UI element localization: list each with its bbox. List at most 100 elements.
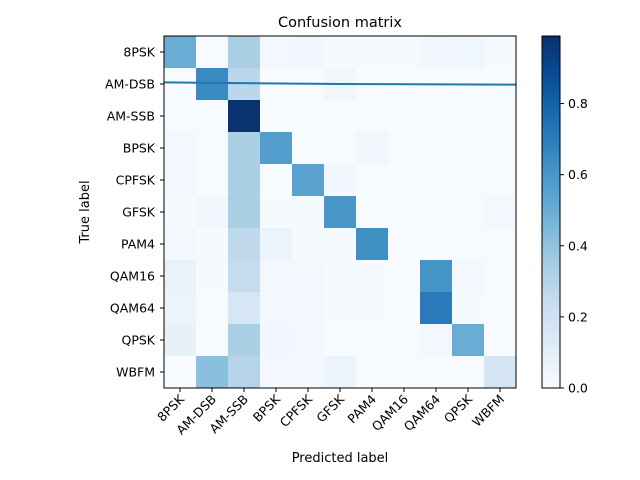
colorbar-tick-label: 0.0 bbox=[568, 381, 588, 396]
heatmap-cell bbox=[324, 292, 357, 325]
heatmap-cell bbox=[452, 132, 485, 165]
heatmap-cell bbox=[388, 132, 421, 165]
heatmap-cell bbox=[228, 324, 261, 357]
colorbar bbox=[541, 35, 561, 389]
chart-title: Confusion matrix bbox=[278, 15, 402, 31]
colorbar-tick-label: 0.6 bbox=[568, 167, 588, 182]
heatmap-cell bbox=[228, 68, 261, 101]
heatmap-cell bbox=[388, 100, 421, 133]
heatmap-cell bbox=[292, 132, 325, 165]
heatmap-cell bbox=[324, 36, 357, 69]
heatmap-cell bbox=[260, 100, 293, 133]
y-tick-label: QAM64 bbox=[110, 301, 155, 316]
heatmap-cell bbox=[452, 36, 485, 69]
y-tick-label: AM-SSB bbox=[107, 109, 155, 124]
heatmap-cell bbox=[356, 292, 389, 325]
y-tick-label: 8PSK bbox=[123, 45, 155, 60]
heatmap-cell bbox=[324, 228, 357, 261]
heatmap-cell bbox=[196, 292, 229, 325]
heatmap-cell bbox=[164, 164, 197, 197]
heatmap-cell bbox=[196, 68, 229, 101]
heatmap-cell bbox=[388, 292, 421, 325]
heatmap-cell bbox=[420, 164, 453, 197]
heatmap-cell bbox=[388, 228, 421, 261]
heatmap-cell bbox=[228, 36, 261, 69]
heatmap-cell bbox=[356, 324, 389, 357]
heatmap-cell bbox=[196, 196, 229, 229]
heatmap-cell bbox=[292, 228, 325, 261]
heatmap-cell bbox=[388, 196, 421, 229]
heatmap-cell bbox=[260, 164, 293, 197]
heatmap-cell bbox=[388, 356, 421, 389]
y-tick-labels: 8PSK AM-DSB AM-SSB BPSK CPFSK GFSK PAM4 QAM16 QA… bbox=[105, 45, 164, 380]
heatmap-cell bbox=[196, 260, 229, 293]
heatmap-cell bbox=[388, 260, 421, 293]
heatmap-cell bbox=[228, 292, 261, 325]
heatmap-cell bbox=[452, 260, 485, 293]
heatmap-cell bbox=[484, 36, 517, 69]
heatmap-cell bbox=[452, 196, 485, 229]
heatmap-cell bbox=[420, 36, 453, 69]
heatmap-cell bbox=[452, 356, 485, 389]
heatmap-cell bbox=[292, 164, 325, 197]
heatmap-cell bbox=[388, 324, 421, 357]
heatmap-cell bbox=[292, 100, 325, 133]
y-tick-label: CPFSK bbox=[116, 173, 156, 188]
heatmap-cell bbox=[228, 196, 261, 229]
heatmap-cell bbox=[196, 132, 229, 165]
heatmap-cell bbox=[324, 100, 357, 133]
heatmap-cell bbox=[356, 196, 389, 229]
heatmap-cell bbox=[196, 36, 229, 69]
heatmap-cell bbox=[324, 164, 357, 197]
heatmap-cell bbox=[420, 292, 453, 325]
heatmap-cell bbox=[356, 100, 389, 133]
heatmap-cell bbox=[484, 132, 517, 165]
heatmap-cell bbox=[228, 132, 261, 165]
heatmap-cell bbox=[260, 324, 293, 357]
heatmap-cell bbox=[260, 132, 293, 165]
x-tick-labels: 8PSKAM-DSBAM-SSBBPSKCPFSKGFSKPAM4QAM16QA… bbox=[154, 388, 507, 437]
y-tick-label: WBFM bbox=[116, 365, 155, 380]
heatmap-cell bbox=[420, 324, 453, 357]
heatmap-cell bbox=[228, 228, 261, 261]
colorbar-tick-label: 0.2 bbox=[568, 309, 588, 324]
heatmap-cell bbox=[196, 100, 229, 133]
heatmap-cell bbox=[164, 68, 197, 101]
heatmap-cell bbox=[452, 100, 485, 133]
heatmap-cell bbox=[164, 132, 197, 165]
heatmap-cell bbox=[420, 100, 453, 133]
heatmap-cell bbox=[164, 228, 197, 261]
colorbar-tick-label: 0.4 bbox=[568, 238, 588, 253]
heatmap-cell bbox=[260, 356, 293, 389]
heatmap-cell bbox=[196, 356, 229, 389]
heatmap-cell bbox=[292, 260, 325, 293]
heatmap-cell bbox=[452, 164, 485, 197]
heatmap-cell bbox=[292, 196, 325, 229]
heatmap-cell bbox=[196, 324, 229, 357]
heatmap-cell bbox=[484, 324, 517, 357]
heatmap-cell bbox=[388, 164, 421, 197]
heatmap-cell bbox=[228, 100, 261, 133]
heatmap-cell bbox=[324, 356, 357, 389]
heatmap-cell bbox=[292, 36, 325, 69]
heatmap-cell bbox=[164, 324, 197, 357]
heatmap-cell bbox=[484, 100, 517, 133]
y-tick-label: QAM16 bbox=[110, 269, 155, 284]
y-tick-label: PAM4 bbox=[121, 237, 155, 252]
heatmap-cell bbox=[228, 164, 261, 197]
heatmap-cell bbox=[420, 356, 453, 389]
heatmap-cell bbox=[420, 196, 453, 229]
heatmap-cell bbox=[484, 164, 517, 197]
heatmap-cell bbox=[388, 36, 421, 69]
heatmap-cell bbox=[228, 356, 261, 389]
colorbar-tick-label: 0.8 bbox=[568, 96, 588, 111]
heatmap-cells bbox=[164, 36, 517, 389]
heatmap-cell bbox=[356, 260, 389, 293]
x-tick-label: GFSK bbox=[313, 391, 347, 425]
heatmap-cell bbox=[164, 196, 197, 229]
heatmap-cell bbox=[420, 132, 453, 165]
heatmap-cell bbox=[356, 228, 389, 261]
heatmap-cell bbox=[196, 228, 229, 261]
heatmap-cell bbox=[324, 132, 357, 165]
heatmap-cell bbox=[228, 260, 261, 293]
